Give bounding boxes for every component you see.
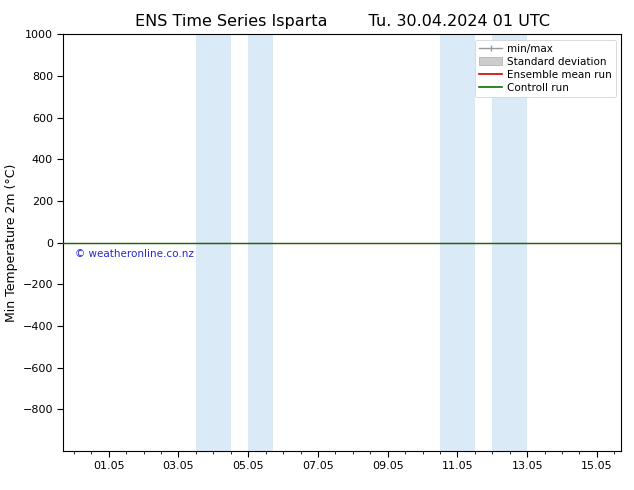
Y-axis label: Min Temperature 2m (°C): Min Temperature 2m (°C) bbox=[5, 163, 18, 322]
Bar bbox=[196, 34, 231, 451]
Bar bbox=[249, 34, 273, 451]
Bar bbox=[440, 34, 475, 451]
Title: ENS Time Series Isparta        Tu. 30.04.2024 01 UTC: ENS Time Series Isparta Tu. 30.04.2024 0… bbox=[135, 14, 550, 29]
Legend: min/max, Standard deviation, Ensemble mean run, Controll run: min/max, Standard deviation, Ensemble me… bbox=[475, 40, 616, 97]
Text: © weatheronline.co.nz: © weatheronline.co.nz bbox=[75, 249, 193, 259]
Bar bbox=[492, 34, 527, 451]
